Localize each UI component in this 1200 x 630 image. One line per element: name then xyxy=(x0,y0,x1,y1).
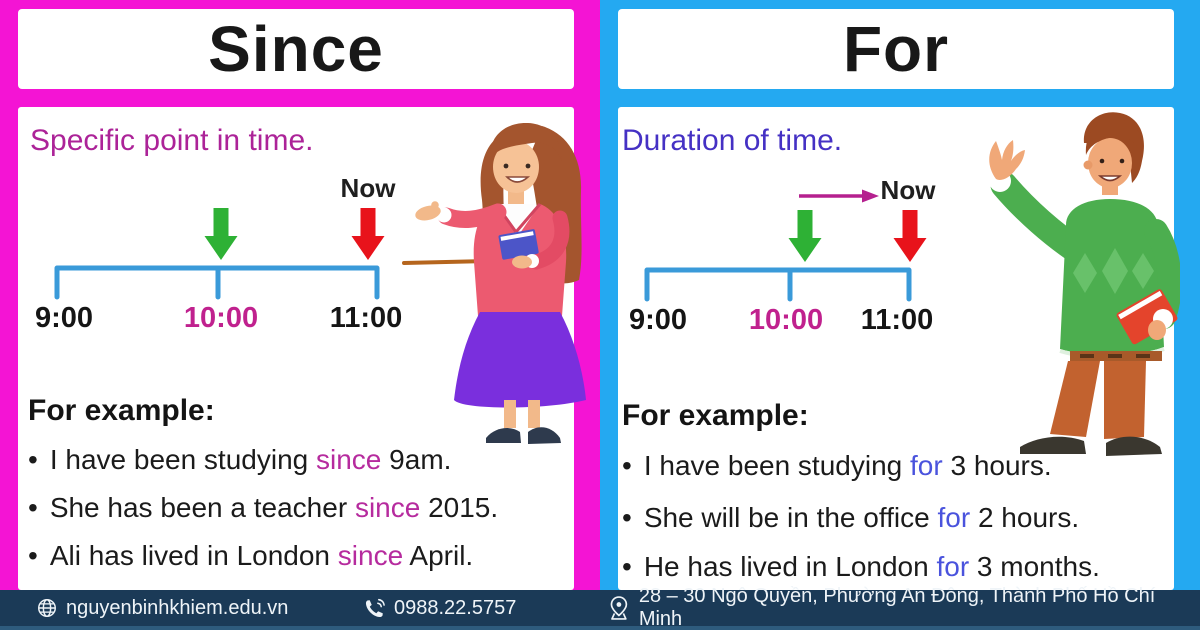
example-item: • I have been studying since 9am. xyxy=(28,444,451,476)
timeline-bracket xyxy=(644,267,912,302)
example-item: • She has been a teacher since 2015. xyxy=(28,492,498,524)
duration-arrow-icon xyxy=(799,189,879,203)
footer: nguyenbinhkhiem.edu.vn 0988.22.5757 28 –… xyxy=(0,585,1200,630)
example-text: April. xyxy=(403,540,474,571)
keyword-for: for xyxy=(936,551,970,582)
for-subtitle: Duration of time. xyxy=(622,124,843,157)
footer-bottom-strip xyxy=(0,626,1200,630)
footer-website: nguyenbinhkhiem.edu.vn xyxy=(36,590,288,626)
green-down-arrow-icon xyxy=(204,208,238,260)
bullet-marker: • xyxy=(622,502,632,533)
bullet-marker: • xyxy=(28,540,38,571)
example-text: 2015. xyxy=(420,492,499,523)
example-text: She will be in the office xyxy=(643,502,938,533)
example-text: 2 hours. xyxy=(970,502,1080,533)
bullet-marker: • xyxy=(622,551,632,582)
for-panel: For xyxy=(600,0,1200,590)
since-subtitle: Specific point in time. xyxy=(30,124,314,157)
timeline-bracket xyxy=(54,265,380,300)
keyword-since: since xyxy=(354,492,421,523)
bullet-marker: • xyxy=(28,492,38,523)
keyword-since: since xyxy=(316,444,382,475)
example-item: • Ali has lived in London since April. xyxy=(28,540,473,572)
time-label-9: 9:00 xyxy=(628,304,688,336)
phone-icon xyxy=(365,598,385,617)
time-label-10: 10:00 xyxy=(183,302,259,334)
example-item: • She will be in the office for 2 hours. xyxy=(622,502,1079,534)
example-text: 3 months. xyxy=(969,551,1100,582)
for-title: For xyxy=(842,13,950,85)
keyword-for: for xyxy=(937,502,971,533)
since-title-box: Since xyxy=(18,9,574,89)
footer-phone: 0988.22.5757 xyxy=(363,590,516,626)
now-label: Now xyxy=(880,175,936,205)
bullet-marker: • xyxy=(28,444,38,475)
time-label-10: 10:00 xyxy=(748,304,824,336)
example-text: She has been a teacher xyxy=(49,492,355,523)
bullet-marker: • xyxy=(622,450,632,481)
now-label: Now xyxy=(340,173,396,203)
address-label: 28 – 30 Ngô Quyền, Phường An Đông, Thành… xyxy=(638,585,1156,630)
location-pin-icon xyxy=(610,596,628,620)
example-item: • He has lived in London for 3 months. xyxy=(622,551,1100,583)
red-down-arrow-icon xyxy=(351,208,385,260)
red-down-arrow-icon xyxy=(893,210,927,262)
example-text: 9am. xyxy=(381,444,452,475)
since-title: Since xyxy=(208,13,384,85)
example-heading: For example: xyxy=(28,394,215,427)
time-label-11: 11:00 xyxy=(860,304,934,336)
keyword-for: for xyxy=(910,450,943,481)
example-text: 3 hours. xyxy=(942,450,1052,481)
example-text: I have been studying xyxy=(49,444,317,475)
for-title-box: For xyxy=(618,9,1174,89)
phone-label: 0988.22.5757 xyxy=(394,596,517,619)
example-heading: For example: xyxy=(622,399,809,432)
time-label-9: 9:00 xyxy=(34,302,94,334)
time-label-11: 11:00 xyxy=(329,302,403,334)
example-text: I have been studying xyxy=(643,450,911,481)
example-item: • I have been studying for 3 hours. xyxy=(622,450,1052,482)
globe-icon xyxy=(38,599,56,617)
example-text: Ali has lived in London xyxy=(49,540,338,571)
since-panel: Since xyxy=(0,0,600,590)
example-text: He has lived in London xyxy=(643,551,937,582)
website-label: nguyenbinhkhiem.edu.vn xyxy=(66,596,289,619)
green-down-arrow-icon xyxy=(788,210,822,262)
footer-address: 28 – 30 Ngô Quyền, Phường An Đông, Thành… xyxy=(607,585,1200,630)
keyword-since: since xyxy=(337,540,404,571)
